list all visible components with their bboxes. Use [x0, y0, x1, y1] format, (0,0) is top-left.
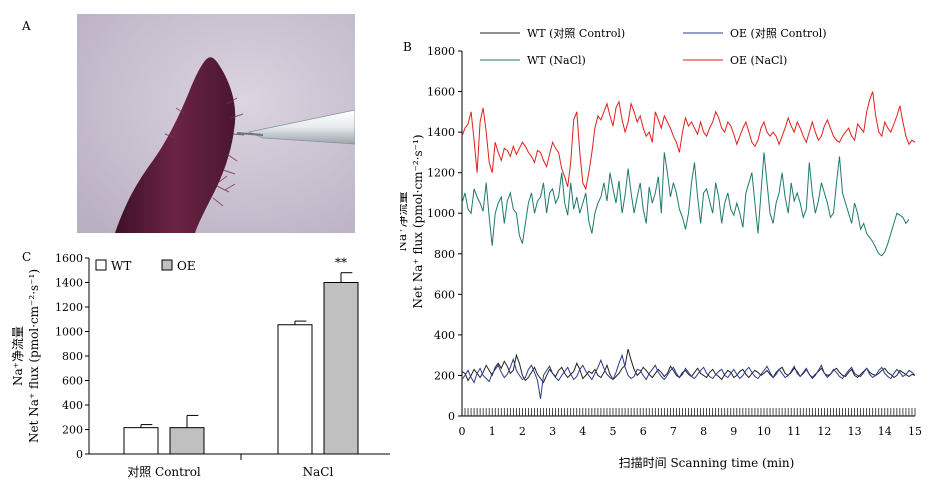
c-y-tick-label: 600	[62, 375, 83, 388]
b-x-tick-label: 9	[730, 425, 737, 438]
c-legend-swatch	[161, 259, 173, 271]
panel-label-a: A	[22, 19, 31, 33]
b-legend-label: OE (NaCl)	[730, 54, 787, 67]
c-y-axis-title-en: Net Na⁺ flux (pmol·cm⁻²·s⁻¹)	[27, 269, 41, 443]
b-x-tick-label: 10	[757, 425, 771, 438]
b-x-tick-label: 6	[640, 425, 647, 438]
c-bar	[323, 282, 359, 455]
panel-label-b: B	[403, 40, 412, 54]
c-legend-swatch	[95, 259, 107, 271]
b-legend-label: WT (NaCl)	[527, 54, 586, 67]
c-bar	[169, 427, 205, 455]
b-x-tick-label: 15	[908, 425, 922, 438]
b-series-line-1	[461, 353, 916, 399]
b-x-tick-label: 7	[670, 425, 677, 438]
c-y-tick-label: 1600	[55, 252, 83, 265]
b-y-tick-label: 1200	[427, 167, 455, 180]
root-hairs	[164, 97, 245, 207]
c-y-tick-label: 1200	[55, 301, 83, 314]
c-x-tick-label: 对照 Control	[127, 465, 201, 479]
b-x-tick-label: 13	[848, 425, 862, 438]
b-x-tick-label: 11	[787, 425, 801, 438]
b-y-tick-label: 1400	[427, 126, 455, 139]
b-x-tick-label: 2	[519, 425, 526, 438]
c-x-tick-label: NaCl	[303, 465, 334, 479]
b-y-tick-label: 800	[434, 248, 455, 261]
b-legend-label: WT (对照 Control)	[527, 26, 625, 40]
b-x-tick-label: 4	[579, 425, 586, 438]
panel-label-c: C	[22, 250, 32, 264]
b-y-tick-label: 600	[434, 288, 455, 301]
c-legend-label: OE	[177, 259, 196, 273]
b-y-tick-label: 0	[448, 410, 455, 423]
c-y-tick-label: 0	[76, 448, 83, 461]
c-bar	[277, 324, 313, 455]
b-x-tick-label: 12	[817, 425, 831, 438]
b-series-line-3	[461, 91, 916, 191]
c-y-tick-label: 800	[62, 350, 83, 363]
c-legend-label: WT	[111, 259, 131, 273]
c-y-tick-label: 400	[62, 399, 83, 412]
c-y-axis-title-cn: Na⁺净流量	[11, 326, 25, 386]
b-x-tick-label: 14	[878, 425, 892, 438]
c-y-tick-label: 1000	[55, 326, 83, 339]
b-y-axis-title-cn: Na⁺净流量	[400, 192, 409, 252]
c-significance-label: **	[335, 256, 347, 270]
b-x-tick-label: 0	[459, 425, 466, 438]
b-y-tick-label: 1800	[427, 45, 455, 58]
root-shape	[115, 57, 236, 233]
b-x-tick-label: 3	[549, 425, 556, 438]
c-y-tick-label: 200	[62, 424, 83, 437]
c-bar	[123, 427, 159, 455]
b-y-axis-title-en: Net Na⁺ flux (pmol·cm⁻²·s⁻¹)	[411, 134, 425, 308]
c-y-tick-label: 1400	[55, 277, 83, 290]
microelectrode-icon	[247, 109, 355, 145]
b-series-line-2	[461, 152, 910, 257]
b-series-line-0	[461, 348, 916, 384]
b-legend-label: OE (对照 Control)	[730, 26, 827, 40]
root-tip-photo	[77, 14, 355, 233]
b-x-tick-label: 1	[489, 425, 496, 438]
b-y-tick-label: 1000	[427, 207, 455, 220]
b-x-axis-title: 扫描时间 Scanning time (min)	[619, 456, 795, 470]
b-y-tick-label: 400	[434, 329, 455, 342]
b-x-tick-label: 8	[700, 425, 707, 438]
b-x-tick-label: 5	[610, 425, 617, 438]
chart-c: 0 200 400 600 800 1000 1200 1400 1600 Na⁺净流量 Net N…	[11, 252, 390, 479]
b-y-tick-label: 1600	[427, 86, 455, 99]
b-y-tick-label: 200	[434, 369, 455, 382]
